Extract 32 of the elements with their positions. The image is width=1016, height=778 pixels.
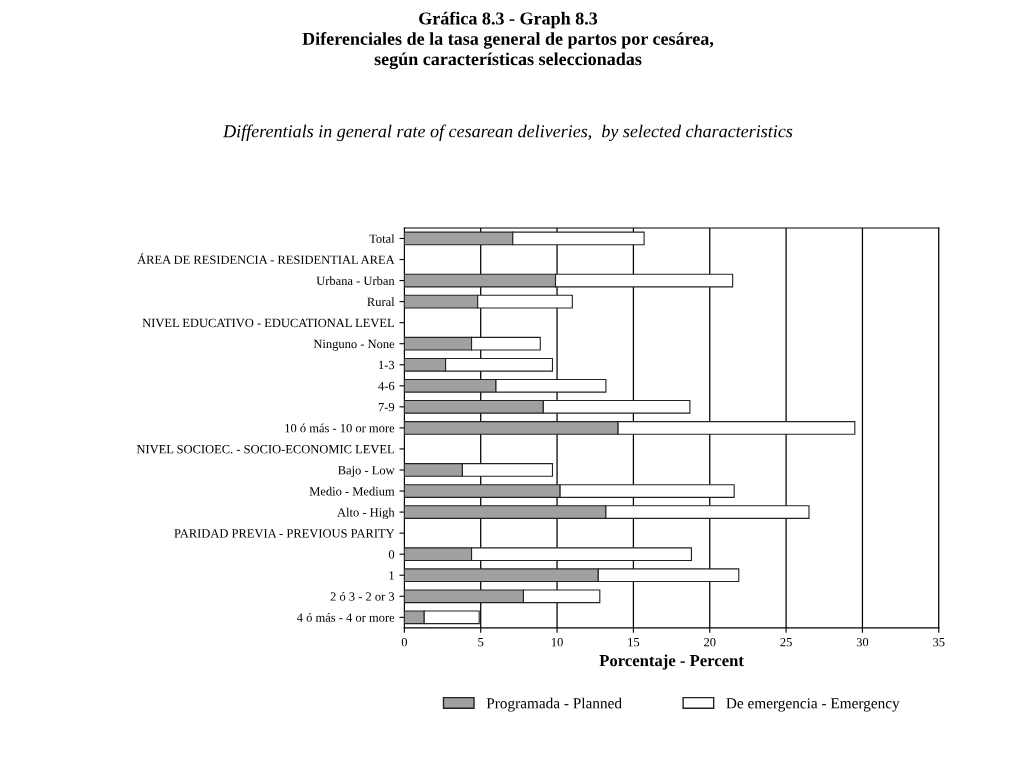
y-tick-label: 4-6 <box>378 381 395 391</box>
y-tick-label: 2 ó 3 - 2 or 3 <box>330 591 395 601</box>
legend-label: De emergencia - Emergency <box>726 698 900 712</box>
y-tick-label: Alto - High <box>337 507 395 520</box>
x-tick-label: 25 <box>780 637 792 647</box>
chart-subtitle: Differentials in general rate of cesarean deliveries, by selected characteristics <box>222 124 793 142</box>
y-tick-label: Total <box>369 234 395 243</box>
y-tick-label: NIVEL EDUCATIVO - EDUCATIONAL LEVEL <box>142 318 394 328</box>
y-tick-label: Medio - Medium <box>309 486 395 496</box>
y-tick-label: NIVEL SOCIOEC. - SOCIO-ECONOMIC LEVEL <box>136 445 394 454</box>
y-tick-label: Bajo - Low <box>338 466 395 477</box>
x-tick-label: 30 <box>856 637 869 647</box>
y-tick-label: 7-9 <box>378 402 395 412</box>
x-axis-title: Porcentaje - Percent <box>599 654 744 670</box>
chart-title: Gráfica 8.3 - Graph 8.3 Diferenciales de la tasa general de partos por cesárea, según características seleccionadas <box>302 11 714 70</box>
x-tick-label: 10 <box>551 637 563 647</box>
x-tick-label: 20 <box>704 637 716 647</box>
y-tick-label: Rural <box>367 297 395 307</box>
x-tick-label: 35 <box>933 637 945 647</box>
y-tick-label: 1 <box>389 571 394 580</box>
y-tick-label: Ninguno - None <box>313 339 395 351</box>
legend-label: Programada - Planned <box>486 697 622 712</box>
y-tick-label: Urbana - Urban <box>316 276 395 286</box>
y-tick-label: ÁREA DE RESIDENCIA - RESIDENTIAL AREA <box>137 253 395 264</box>
y-tick-label: 4 ó más - 4 or more <box>297 612 395 622</box>
y-tick-label: 10 ó más - 10 or more <box>285 423 395 433</box>
y-tick-label: PARIDAD PREVIA - PREVIOUS PARITY <box>174 529 395 538</box>
x-tick-label: 5 <box>478 638 484 647</box>
x-tick-label: 0 <box>401 637 408 647</box>
y-tick-label: 0 <box>388 550 395 559</box>
x-tick-label: 15 <box>628 637 640 647</box>
y-tick-label: 1-3 <box>379 360 395 370</box>
